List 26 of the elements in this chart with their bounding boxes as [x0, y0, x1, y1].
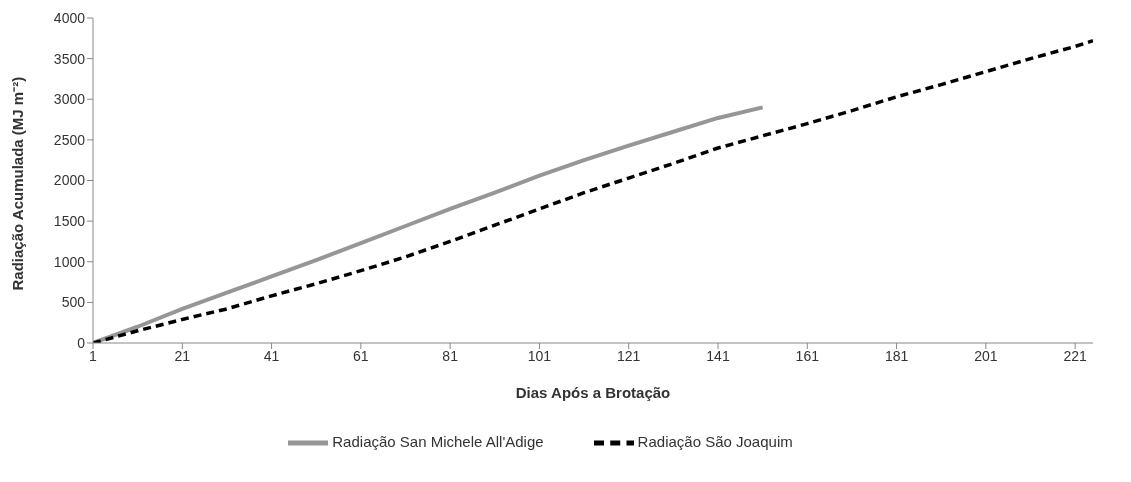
legend-label: Radiação São Joaquim	[637, 432, 793, 450]
x-tick-label: 121	[617, 347, 641, 364]
x-tick-label: 81	[442, 347, 459, 364]
x-tick-label: 61	[353, 347, 369, 364]
x-tick-label: 1	[89, 347, 98, 364]
x-tick-label: 141	[706, 347, 730, 364]
y-tick-label: 500	[61, 294, 86, 311]
y-tick-label: 4000	[53, 9, 86, 26]
y-tick-label: 2500	[53, 131, 86, 148]
x-tick-label: 221	[1063, 347, 1088, 364]
y-tick-label: 0	[77, 334, 86, 351]
y-tick-label: 1500	[53, 213, 86, 230]
x-axis-title: Dias Após a Brotação	[515, 384, 671, 401]
x-tick-label: 101	[527, 347, 552, 364]
line-series	[93, 105, 765, 343]
y-tick-label: 1000	[53, 253, 86, 270]
legend-label: Radiação San Michele All'Adige	[332, 432, 544, 450]
y-axis-title: Radiação Acumulada (MJ m⁻²)	[9, 76, 27, 291]
x-tick-label: 41	[263, 347, 280, 364]
y-tick-label: 3000	[53, 91, 86, 108]
x-tick-label: 161	[795, 347, 820, 364]
x-tick-label: 201	[974, 347, 998, 364]
x-tick-label: 181	[884, 347, 909, 364]
x-tick-label: 21	[174, 347, 191, 364]
y-tick-label: 3500	[53, 50, 86, 67]
y-tick-label: 2000	[53, 172, 86, 189]
